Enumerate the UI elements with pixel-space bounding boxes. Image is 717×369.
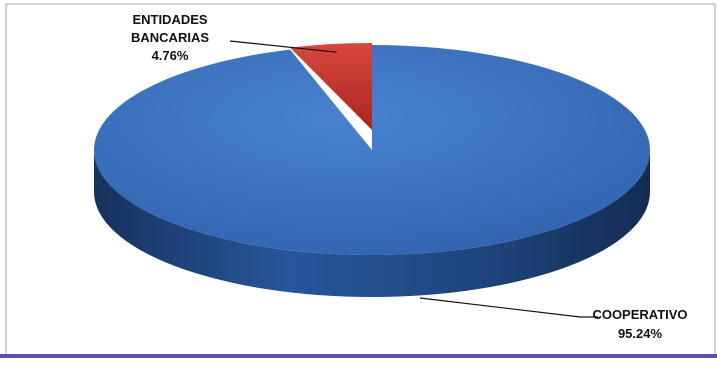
- slice-entidades-bancarias: [290, 43, 372, 130]
- slice-cooperativo-side: [94, 150, 650, 297]
- label-entidades-line2: BANCARIAS: [131, 30, 209, 45]
- slice-cooperativo: [93, 45, 650, 255]
- label-entidades-pct: 4.76%: [152, 48, 189, 63]
- label-cooperativo-pct: 95.24%: [618, 326, 663, 341]
- label-cooperativo-name: COOPERATIVO: [592, 307, 687, 322]
- label-entidades-line1: ENTIDADES: [132, 12, 207, 27]
- leader-line-cooperativo: [419, 297, 598, 318]
- leader-line-entidades: [229, 40, 337, 53]
- bottom-accent-bar: [0, 354, 717, 358]
